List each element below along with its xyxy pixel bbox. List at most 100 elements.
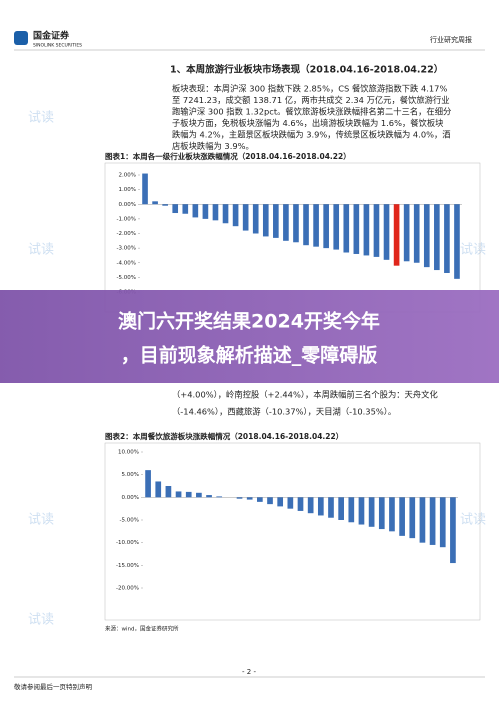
logo-icon xyxy=(14,31,28,45)
y-tick-label: 10.00% xyxy=(118,450,139,456)
bar xyxy=(273,204,279,238)
bar xyxy=(293,204,299,243)
paragraph-line: 至 7241.23，成交额 138.71 亿，两市共成交 2.34 万亿元，餐饮… xyxy=(172,95,450,105)
bar xyxy=(317,497,324,516)
y-tick-label: -2.00% xyxy=(117,231,136,237)
page-number: - 2 - xyxy=(242,668,256,676)
figure-caption: 图表1：本周各一级行业板块涨跌幅情况（2018.04.16-2018.04.22… xyxy=(105,151,351,161)
y-tick-label: 1.00% xyxy=(119,187,136,193)
bar xyxy=(307,497,314,514)
figure-caption: 图表2：本周餐饮旅游板块涨跌幅情况（2018.04.16-2018.04.22） xyxy=(105,431,343,441)
bar xyxy=(152,201,158,205)
bar xyxy=(252,204,259,234)
bar xyxy=(216,496,223,498)
bar xyxy=(297,497,304,511)
bar xyxy=(353,204,360,254)
bar xyxy=(333,204,340,250)
bar xyxy=(444,204,450,273)
bar xyxy=(358,497,365,525)
y-tick-label: -3.00% xyxy=(117,246,136,252)
bar xyxy=(450,497,456,564)
y-tick-label: -5.00% xyxy=(117,275,136,281)
bar xyxy=(206,495,212,498)
bar xyxy=(232,204,239,227)
watermark: 试读 xyxy=(460,243,486,258)
bar xyxy=(413,204,420,263)
bar xyxy=(277,497,284,507)
bar xyxy=(434,204,440,271)
bar xyxy=(155,481,162,498)
bar xyxy=(313,204,319,247)
watermark: 试读 xyxy=(28,513,54,528)
section-title: 1、本周旅游行业板块市场表现（2018.04.16-2018.04.22） xyxy=(170,64,443,76)
bar xyxy=(343,204,350,253)
bar xyxy=(246,497,253,500)
bar xyxy=(267,497,273,505)
bar xyxy=(196,492,202,498)
bar xyxy=(403,204,410,262)
paragraph-line: 跑输沪深 300 指数 1.32pct。餐饮旅游板块涨跌幅排名第二十三名，在细分 xyxy=(172,107,451,117)
bar xyxy=(323,204,329,249)
bar xyxy=(175,491,182,498)
bar xyxy=(303,204,309,246)
bar xyxy=(409,497,416,539)
banner: 澳门六开奖结果2024开奖今年 ，目前现象解析描述_零障碍版 xyxy=(0,290,499,383)
bar xyxy=(454,204,460,279)
paragraph-line: 店板块跌幅为 3.9%。 xyxy=(172,141,254,151)
brand-en: SINOLINK SECURITIES xyxy=(33,43,82,49)
paragraph-line: （-14.46%），西藏旅游（-10.37%），天目湖（-10.35%）。 xyxy=(172,407,396,417)
watermark: 试读 xyxy=(28,243,54,258)
bar xyxy=(393,204,400,266)
bar xyxy=(242,204,249,231)
bar xyxy=(389,497,395,532)
bar xyxy=(363,204,370,256)
bar xyxy=(172,204,179,214)
bar xyxy=(373,204,380,257)
y-tick-label: -1.00% xyxy=(117,216,136,222)
bar xyxy=(423,204,430,268)
bar xyxy=(283,204,289,241)
y-tick-label: 2.00% xyxy=(119,173,136,179)
figure-frame xyxy=(104,442,481,621)
bar xyxy=(328,497,334,518)
bar xyxy=(262,204,269,237)
banner-text: ，目前现象解析描述_零障碍版 xyxy=(121,344,378,367)
banner-text: 澳门六开奖结果2024开奖今年 xyxy=(118,310,380,333)
y-tick-label: 0.00% xyxy=(122,495,139,501)
paragraph-line: 跌幅为 4.2%，主题景区板块跌幅为 3.9%，传统景区板块跌幅为 4.0%，酒 xyxy=(172,130,451,140)
bar xyxy=(419,497,426,543)
bar xyxy=(368,497,375,527)
source: 来源：wind，国金证券研究所 xyxy=(105,625,179,633)
content: 板块表现：本周沪深 300 指数下跌 2.85%，CS 餐饮旅游指数下跌 4.1… xyxy=(104,84,481,621)
bar xyxy=(338,497,344,520)
bar xyxy=(287,497,294,509)
watermark: 试读 xyxy=(460,513,486,528)
bar xyxy=(236,497,243,499)
brand: 国金证券 xyxy=(33,30,70,42)
bar xyxy=(142,173,148,205)
paragraph-line: 板块表现：本周沪深 300 指数下跌 2.85%，CS 餐饮旅游指数下跌 4.1… xyxy=(172,84,447,94)
bar xyxy=(399,497,405,536)
bar xyxy=(145,470,151,498)
banner-bg xyxy=(0,290,499,383)
y-tick-label: -4.00% xyxy=(117,260,136,266)
bar xyxy=(222,204,229,224)
y-tick-label: -20.00% xyxy=(116,586,139,592)
report-type: 行业研究周报 xyxy=(430,35,472,44)
paragraph-line: （+4.00%），岭南控股（+2.44%），本周跌幅前三名个股为：天舟文化 xyxy=(172,390,438,400)
bar xyxy=(439,497,446,548)
y-tick-label: -15.00% xyxy=(116,563,139,569)
y-tick-label: -10.00% xyxy=(116,540,139,546)
bar xyxy=(378,497,385,530)
bar xyxy=(182,204,189,214)
bar xyxy=(212,204,219,221)
bar xyxy=(257,497,263,502)
bar xyxy=(162,204,168,206)
watermark: 试读 xyxy=(28,613,54,628)
bar xyxy=(348,497,355,523)
bar xyxy=(202,204,209,219)
watermark: 试读 xyxy=(28,111,54,126)
y-tick-label: -5.00% xyxy=(120,518,139,524)
paragraph-line: 子板块方面，免税板块涨幅为 4.6%，出境游板块跌幅为 1.6%，餐饮板块 xyxy=(172,118,444,128)
